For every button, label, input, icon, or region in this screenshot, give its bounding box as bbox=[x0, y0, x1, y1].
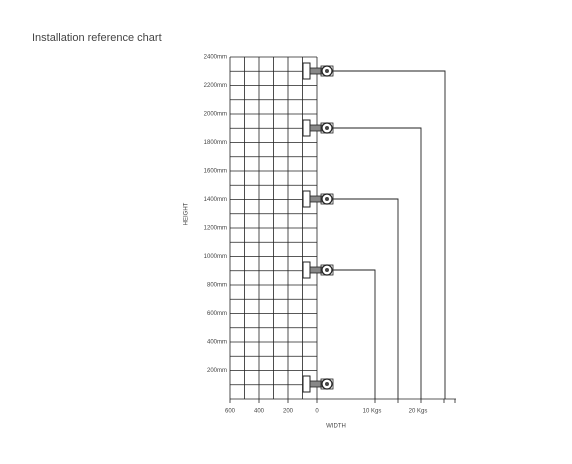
hinge-mount bbox=[320, 378, 334, 390]
hinge-plate bbox=[302, 62, 311, 80]
weight-label: 20 Kgs bbox=[409, 409, 428, 415]
y-tick-label: 400mm bbox=[207, 340, 227, 346]
y-tick-label: 1800mm bbox=[204, 140, 227, 146]
title: Installation reference chart bbox=[32, 32, 162, 44]
grid bbox=[229, 56, 318, 400]
load-line bbox=[318, 70, 446, 399]
load-line bbox=[318, 198, 399, 399]
x-tick-label: 200 bbox=[283, 409, 294, 415]
hinge-icon bbox=[302, 119, 334, 137]
hinge-plate bbox=[302, 119, 311, 137]
y-tick-label: 2400mm bbox=[204, 55, 227, 61]
y-axis-label: HEIGHT bbox=[184, 202, 190, 225]
y-tick-label: 2000mm bbox=[204, 112, 227, 118]
hinge-mount bbox=[320, 193, 334, 205]
hinge-mount bbox=[320, 65, 334, 77]
x-tick-label: 0 bbox=[315, 409, 319, 415]
x-axis-label: WIDTH bbox=[326, 424, 346, 430]
hinge-plate bbox=[302, 261, 311, 279]
hinge-screw bbox=[325, 197, 329, 201]
hinge-screw bbox=[325, 126, 329, 130]
hinge-icon bbox=[302, 375, 334, 393]
y-tick-label: 1200mm bbox=[204, 226, 227, 232]
hinge-mount bbox=[320, 122, 334, 134]
y-tick-label: 2200mm bbox=[204, 83, 227, 89]
hinge-plate bbox=[302, 190, 311, 208]
y-tick-label: 800mm bbox=[207, 283, 227, 289]
x-tick-label: 400 bbox=[254, 409, 265, 415]
hinge-plate bbox=[302, 375, 311, 393]
load-line bbox=[318, 127, 422, 399]
y-tick-label: 200mm bbox=[207, 368, 227, 374]
hinge-screw bbox=[325, 382, 329, 386]
hinge-screw bbox=[325, 268, 329, 272]
load-line bbox=[318, 269, 376, 399]
hinge-icon bbox=[302, 190, 334, 208]
y-tick-label: 1600mm bbox=[204, 169, 227, 175]
hinge-mount bbox=[320, 264, 334, 276]
hinge-icon bbox=[302, 62, 334, 80]
weight-label: 10 Kgs bbox=[363, 409, 382, 415]
hinge-screw bbox=[325, 69, 329, 73]
x-tick-label: 600 bbox=[225, 409, 236, 415]
y-tick-label: 600mm bbox=[207, 311, 227, 317]
y-tick-label: 1400mm bbox=[204, 197, 227, 203]
hinge-icon bbox=[302, 261, 334, 279]
y-tick-label: 1000mm bbox=[204, 254, 227, 260]
